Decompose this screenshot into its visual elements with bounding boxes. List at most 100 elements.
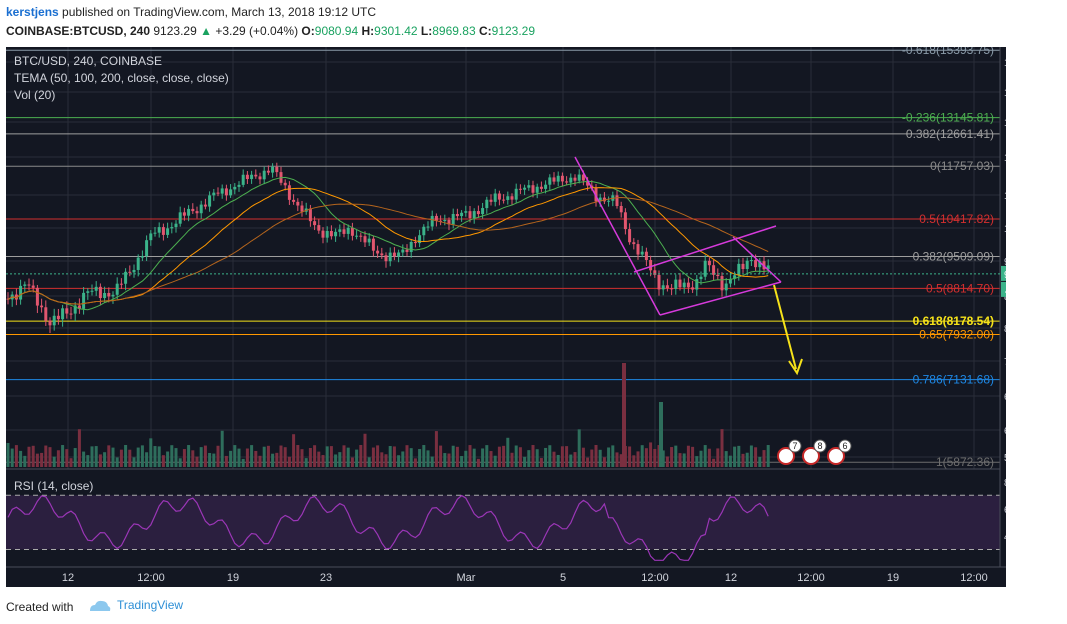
volume-bar xyxy=(233,445,237,467)
candle-body xyxy=(111,294,115,297)
candle-body xyxy=(355,235,359,237)
volume-bar xyxy=(245,448,249,467)
candle-body xyxy=(300,205,304,212)
candle-body xyxy=(523,187,527,190)
candle-body xyxy=(556,175,560,182)
candle-body xyxy=(531,185,535,193)
price-tick-label: 6850.00 xyxy=(1004,392,1006,403)
candle-body xyxy=(569,177,573,183)
candle-body xyxy=(670,288,674,290)
candle-body xyxy=(548,177,552,185)
price-tick-label: 5950.00 xyxy=(1004,453,1006,464)
volume-bar xyxy=(720,429,724,467)
volume-bar xyxy=(325,446,329,467)
volume-bar xyxy=(502,445,506,467)
tradingview-link[interactable]: TradingView xyxy=(88,598,183,613)
volume-bar xyxy=(149,438,153,467)
time-tick-label: 12:00 xyxy=(641,572,669,584)
volume-bar xyxy=(229,450,233,467)
volume-bar xyxy=(56,450,60,467)
candle-body xyxy=(119,283,123,285)
tema-200-line xyxy=(7,196,769,305)
candle-body xyxy=(262,170,266,180)
candle-body xyxy=(174,223,178,228)
legend-vol: Vol (20) xyxy=(14,88,55,102)
volume-bar xyxy=(212,453,216,467)
volume-bar xyxy=(636,451,640,467)
volume-bar xyxy=(745,452,749,467)
volume-bar xyxy=(724,451,728,467)
volume-bar xyxy=(107,445,111,467)
author-link[interactable]: kerstjens xyxy=(6,5,59,19)
rsi-tick-label: 60.0000 xyxy=(1004,505,1006,516)
candle-body xyxy=(136,257,140,270)
volume-bar xyxy=(422,445,426,467)
volume-bar xyxy=(157,446,161,467)
volume-bar xyxy=(271,453,275,467)
volume-bar xyxy=(342,445,346,467)
candle-body xyxy=(632,242,636,245)
volume-bar xyxy=(103,452,107,467)
price-tick-label: 10200.00 xyxy=(1004,224,1006,235)
volume-bar xyxy=(23,455,27,467)
volume-bar xyxy=(94,446,98,467)
candle-body xyxy=(250,174,254,180)
candle-body xyxy=(720,276,724,291)
candle-body xyxy=(346,227,350,234)
candle-body xyxy=(342,229,346,234)
tradingview-brand: TradingView xyxy=(117,598,184,612)
volume-bar xyxy=(140,445,144,467)
candle-body xyxy=(728,278,732,284)
volume-bar xyxy=(174,448,178,467)
volume-bar xyxy=(124,445,128,467)
candle-body xyxy=(216,192,220,194)
published-text: published on TradingView.com, March 13, … xyxy=(62,5,377,19)
volume-bar xyxy=(716,448,720,467)
candle-body xyxy=(644,251,648,261)
candle-body xyxy=(149,233,153,241)
volume-bar xyxy=(321,455,325,467)
volume-bar xyxy=(166,451,170,467)
volume-bar xyxy=(338,452,342,467)
candle-body xyxy=(464,211,468,213)
candle-body xyxy=(430,215,434,227)
volume-bar xyxy=(19,450,23,467)
wedge-apex-line xyxy=(732,236,782,283)
volume-bar xyxy=(443,453,447,467)
volume-bar xyxy=(145,452,149,467)
candle-body xyxy=(229,189,233,196)
candle-body xyxy=(208,195,212,207)
volume-bar xyxy=(611,445,615,467)
chart-area[interactable]: -0.618(15393.75) -0.236(13145.81) 0.382(12… xyxy=(6,43,1049,587)
countdown-label: 47:23 xyxy=(1005,286,1006,297)
volume-bar xyxy=(691,446,695,467)
volume-bar xyxy=(313,445,317,467)
price-chart[interactable]: -0.618(15393.75) -0.236(13145.81) 0.382(12… xyxy=(6,43,1049,587)
volume-bar xyxy=(300,449,304,467)
volume-bar xyxy=(359,445,363,467)
price-tick-label: 7450.00 xyxy=(1004,357,1006,368)
volume-bar xyxy=(10,448,14,467)
projection-arrow-line xyxy=(773,284,797,370)
candle-body xyxy=(733,275,737,279)
wedge-top-line xyxy=(633,225,777,273)
volume-bar xyxy=(266,445,270,467)
volume-bar xyxy=(371,447,375,467)
volume-bar xyxy=(220,430,224,467)
candle-body xyxy=(388,252,392,262)
volume-bar xyxy=(355,449,359,467)
price-tick-label: 11000.00 xyxy=(1004,191,1006,202)
volume-bar xyxy=(203,445,207,467)
candle-body xyxy=(73,305,77,314)
candle-body xyxy=(27,284,31,286)
high-value: 9301.42 xyxy=(374,24,418,38)
tema-100-line xyxy=(7,187,769,305)
volume-bar xyxy=(741,453,745,467)
volume-bar xyxy=(518,447,522,467)
volume-bar xyxy=(6,443,10,467)
volume-bar xyxy=(686,445,690,467)
candle-body xyxy=(166,228,170,235)
volume-bar xyxy=(82,451,86,467)
event-flag-icon xyxy=(802,447,820,465)
candle-body xyxy=(468,211,472,218)
